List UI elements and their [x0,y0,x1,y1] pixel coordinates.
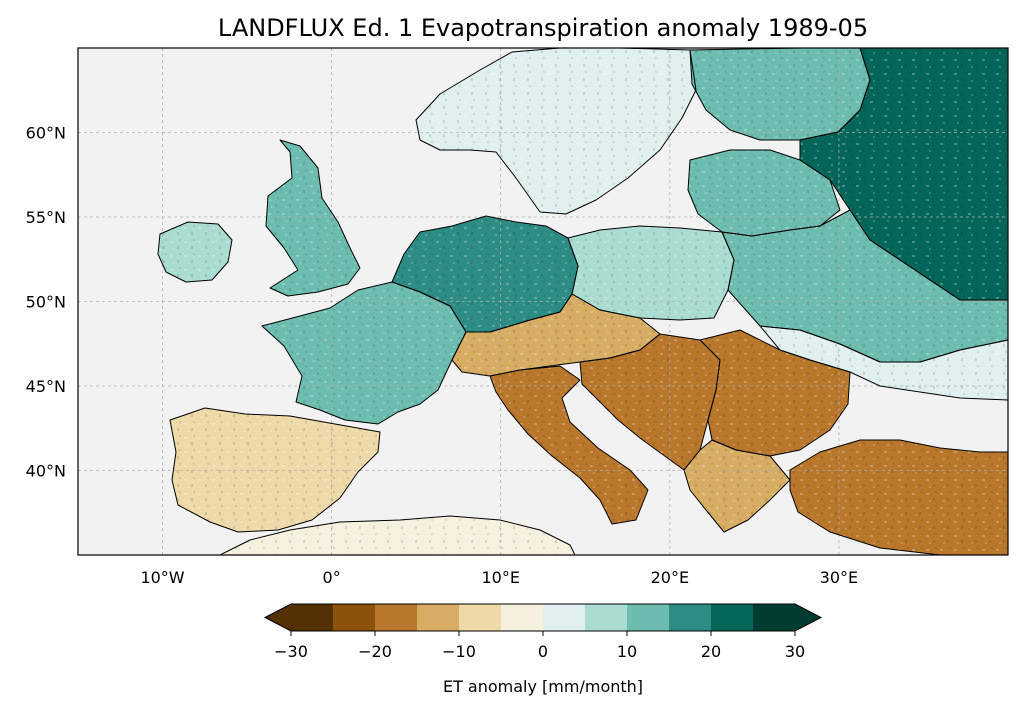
lat-tick-label: 55°N [26,208,66,227]
land-texture [158,48,1008,555]
region-texture-belarus-ukraine [722,210,1008,362]
lon-tick-label: 0° [323,568,341,587]
region-texture-benelux-germany [392,216,578,332]
colorbar-swatch [417,604,460,631]
border-france [261,281,467,425]
lat-tick-label: 50°N [26,293,66,312]
lat-tick-label: 60°N [26,124,66,143]
region-texture-iberia [170,408,380,532]
region-texture-russia-north [800,48,1008,300]
region-texture-ireland [158,222,232,282]
region-texture-romania-bulgaria [700,330,850,456]
colorbar-extend-under [265,604,291,631]
lon-tick-label: 10°W [140,568,184,587]
border-iberia [169,407,381,533]
colorbar-tick-label: −20 [358,642,392,661]
colorbar-swatch [375,604,418,631]
colorbar-swatch [543,604,586,631]
colorbar-swatch [501,604,544,631]
region-texture-finland [690,48,870,140]
colorbar-swatch [627,604,670,631]
lat-tick-label: 45°N [26,377,66,396]
border-scandinavia [415,48,697,215]
colorbar-extend-over [795,604,821,631]
border-ireland [157,221,233,283]
region-texture-alps [452,294,660,376]
colorbar-swatch [291,604,334,631]
region-texture-ukraine-south [760,326,1008,400]
lat-tick-label: 40°N [26,462,66,481]
border-greece [683,439,791,533]
border-turkey [789,439,1008,555]
region-texture-greece [684,440,790,532]
region-texture-britain [266,140,360,296]
colorbar-tick-label: 20 [701,642,721,661]
colorbar-swatch [669,604,712,631]
colorbar-tick-label: −30 [274,642,308,661]
region-texture-balkans [580,334,720,470]
colorbar-swatch [585,604,628,631]
border-balkans [579,333,721,471]
map-area [78,48,1008,555]
region-texture-north-africa [220,516,575,555]
colorbar-swatch [753,604,796,631]
colorbar-swatch [711,604,754,631]
colorbar: −30 −20 −10 0 10 20 30 [263,603,823,661]
region-texture-france [262,282,466,424]
colorbar-tick-label: 10 [617,642,637,661]
colorbar-swatch [333,604,376,631]
colorbar-tick-label: 0 [538,642,548,661]
lon-tick-label: 30°E [820,568,858,587]
country-borders [157,48,1008,555]
colorbar-tick-label: −10 [442,642,476,661]
border-romania-bulgaria [699,329,851,457]
colorbar-swatch [459,604,502,631]
map-title: LANDFLUX Ed. 1 Evapotranspiration anomal… [218,14,868,42]
region-texture-baltics [688,150,840,236]
lon-tick-label: 10°E [481,568,519,587]
latitude-tick-labels: 40°N 45°N 50°N 55°N 60°N [26,124,66,481]
lon-tick-label: 20°E [651,568,689,587]
map-frame [77,47,1009,556]
border-north-africa [219,515,576,555]
region-texture-poland [568,226,734,320]
colorbar-tick-label: 30 [785,642,805,661]
region-texture-italy [490,366,648,524]
border-britain [265,139,361,297]
region-texture-scandinavia [416,48,696,214]
colorbar-label: ET anomaly [mm/month] [443,677,643,696]
gridlines [78,48,1008,555]
longitude-tick-labels: 10°W 0° 10°E 20°E 30°E [140,568,858,587]
border-italy [489,365,649,525]
region-texture-turkey [790,440,1008,555]
